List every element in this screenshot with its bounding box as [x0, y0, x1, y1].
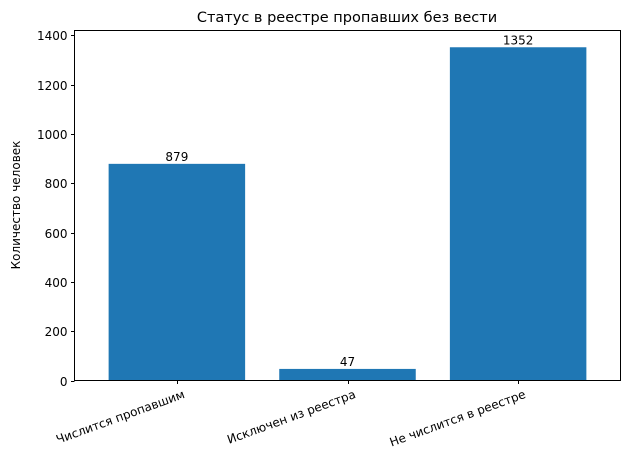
bar-value-labels: 879 47 1352 [165, 33, 533, 369]
bars [108, 47, 587, 381]
bar-value-label: 879 [165, 150, 188, 164]
bar-value-label: 47 [340, 355, 355, 369]
x-tick-label: Исключен из реестра [225, 387, 357, 447]
x-tick-label: Не числится в реестре [388, 387, 528, 449]
y-axis-label: Количество человек [9, 141, 23, 270]
y-tick-label: 0 [60, 375, 68, 389]
y-tick-label: 1400 [37, 29, 68, 43]
y-tick-label: 1200 [37, 79, 68, 93]
bar-value-label: 1352 [503, 33, 534, 47]
y-tick-label: 400 [45, 276, 68, 290]
y-axis-ticks: 0 200 400 600 800 1000 1200 1400 [37, 29, 75, 389]
bar [449, 47, 587, 381]
y-tick-label: 800 [45, 177, 68, 191]
chart-title: Статус в реестре пропавших без вести [197, 10, 497, 26]
y-tick-label: 1000 [37, 128, 68, 142]
x-tick-label: Числится пропавшим [54, 387, 186, 447]
y-tick-label: 600 [45, 227, 68, 241]
x-axis-ticks: Числится пропавшим Исключен из реестра Не … [54, 380, 528, 449]
axes-frame [74, 30, 621, 381]
y-tick-label: 200 [45, 325, 68, 339]
bar [279, 368, 416, 381]
bar [108, 163, 246, 381]
